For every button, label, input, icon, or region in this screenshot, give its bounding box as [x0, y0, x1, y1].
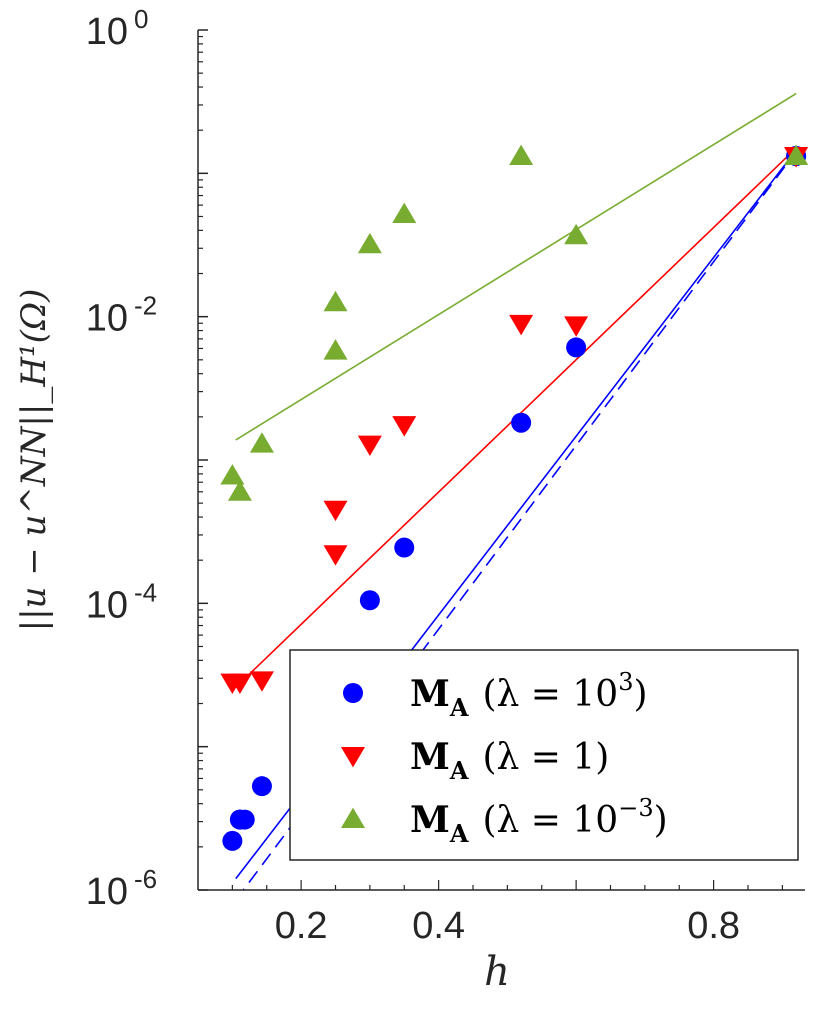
legend-text: (λ = 1)	[482, 737, 609, 778]
data-point-series-3	[564, 223, 589, 245]
y-tick-label: 10	[86, 11, 128, 53]
fit-line-series-3	[235, 92, 797, 441]
legend-marker-series-3	[341, 807, 365, 828]
legend-superscript: 3	[618, 668, 633, 696]
legend-text: (λ = 10	[482, 674, 618, 715]
legend-subscript: A	[449, 693, 469, 722]
legend-label-series-1: MA (λ = 103)	[410, 668, 648, 722]
data-point-series-2	[323, 545, 348, 566]
legend-close: )	[634, 674, 648, 715]
x-axis-label: h	[484, 949, 510, 995]
data-point-series-2	[323, 500, 348, 522]
data-point-series-1	[251, 776, 272, 797]
y-tick-exponent: -4	[134, 577, 157, 607]
data-point-series-3	[392, 202, 417, 224]
data-point-series-3	[249, 432, 274, 453]
legend-text: (λ = 10	[482, 800, 618, 841]
y-tick-exponent: -2	[134, 291, 157, 321]
legend-label-series-3: MA (λ = 10−3)	[410, 794, 668, 848]
legend-subscript: A	[449, 819, 469, 848]
y-axis-label: ||u − u^NN||_H¹(Ω)	[14, 289, 54, 632]
data-point-series-1	[511, 412, 532, 433]
legend-box	[289, 649, 799, 861]
data-points	[220, 144, 809, 851]
y-tick-exponent: -6	[134, 864, 157, 894]
y-tick-label: 10	[86, 871, 128, 913]
data-point-series-1	[234, 809, 255, 830]
legend-marker-series-1	[343, 683, 363, 703]
legend-main: M	[410, 673, 450, 715]
data-point-series-2	[227, 673, 252, 694]
data-point-series-1	[359, 590, 380, 611]
data-point-series-1	[222, 830, 243, 851]
data-point-series-3	[227, 480, 252, 501]
data-point-series-2	[249, 671, 274, 692]
data-point-series-3	[784, 144, 809, 166]
x-tick-label: 0.8	[687, 905, 740, 947]
legend-close: )	[654, 800, 668, 841]
data-point-series-2	[392, 416, 417, 437]
legend-marker-series-2	[341, 747, 365, 768]
legend-superscript: −3	[618, 794, 653, 822]
data-point-series-3	[323, 290, 348, 312]
y-tick-exponent: 0	[134, 4, 148, 34]
x-axis-ticks: 0.2 0.4 0.8	[231, 880, 783, 947]
y-tick-label: 10	[86, 584, 128, 626]
data-point-series-2	[564, 316, 589, 337]
data-point-series-3	[509, 144, 534, 166]
data-point-series-3	[323, 339, 348, 360]
data-point-series-2	[357, 435, 382, 457]
data-point-series-1	[566, 337, 587, 358]
x-tick-label: 0.2	[275, 905, 328, 947]
data-point-series-2	[509, 314, 534, 336]
data-point-series-3	[220, 464, 245, 485]
legend-main: M	[410, 736, 450, 778]
data-point-series-3	[357, 232, 382, 254]
legend-subscript: A	[449, 756, 469, 785]
data-point-series-1	[394, 537, 415, 558]
legend-label-series-2: MA (λ = 1)	[410, 736, 609, 785]
legend-main: M	[410, 799, 450, 841]
legend: MA (λ = 103)MA (λ = 1)MA (λ = 10−3)	[289, 649, 799, 861]
y-tick-label: 10	[86, 298, 128, 340]
x-tick-label: 0.4	[412, 905, 465, 947]
